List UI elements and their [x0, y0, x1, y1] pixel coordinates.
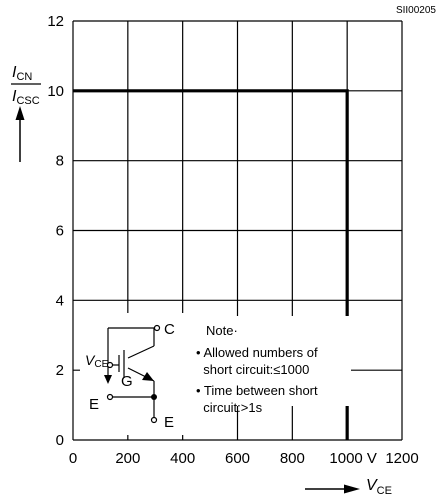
x-tick-label: 0 — [69, 450, 77, 467]
y-tick-label: 6 — [56, 223, 64, 240]
circuit-inset: C VCE G E E — [80, 313, 200, 435]
y-label-den-main: I — [12, 88, 17, 105]
x-axis-label: VCE — [305, 477, 392, 497]
y-tick-label: 4 — [56, 292, 64, 309]
svg-text:VCE: VCE — [85, 352, 109, 370]
axis-ticks: 0 200 400 600 800 1000 V 1200 0 2 4 6 8 10 12 — [47, 13, 418, 467]
y-tick-label: 0 — [56, 432, 64, 449]
x-tick-label: 1000 V — [329, 450, 377, 467]
x-label-arrow-head — [344, 484, 360, 494]
svg-text:ICN: ICN — [12, 64, 32, 83]
x-tick-label: 200 — [115, 450, 140, 467]
vce-arrow-icon — [104, 375, 112, 384]
y-label-num-main: I — [12, 64, 17, 81]
note-line-3: • Time between short — [196, 383, 318, 398]
y-label-den-sub: CSC — [16, 95, 39, 107]
svg-text:ICSC: ICSC — [12, 88, 40, 107]
x-tick-label: 1200 — [385, 450, 418, 467]
svg-text:VCE: VCE — [366, 477, 392, 497]
y-axis-label: ICN ICSC — [11, 64, 41, 162]
note-background — [194, 316, 351, 406]
y-label-arrow-head — [15, 106, 25, 120]
note-line-4: circuit:>1s — [196, 400, 263, 415]
y-tick-label: 2 — [56, 362, 64, 379]
x-label-sub: CE — [377, 485, 392, 497]
note-line-1: • Allowed numbers of — [196, 345, 318, 360]
junction-dot — [151, 394, 157, 400]
x-tick-label: 600 — [225, 450, 250, 467]
y-tick-label: 10 — [47, 83, 64, 100]
circuit-label-c: C — [164, 321, 175, 338]
y-label-num-sub: CN — [16, 71, 32, 83]
x-tick-label: 800 — [280, 450, 305, 467]
circuit-label-g: G — [121, 373, 133, 390]
y-tick-label: 12 — [47, 13, 64, 30]
circuit-label-e-bottom: E — [164, 414, 174, 431]
note-line-2: short circuit:≤1000 — [196, 362, 309, 377]
x-tick-label: 400 — [170, 450, 195, 467]
igbt-symbol-icon — [106, 324, 161, 424]
x-label-main: V — [366, 477, 378, 494]
emitter-arrow-icon — [142, 372, 154, 381]
note-box: Note· • Allowed numbers of short circuit… — [194, 316, 351, 415]
note-heading: Note· — [206, 323, 238, 338]
circuit-label-v: V — [85, 352, 96, 368]
y-tick-label: 8 — [56, 153, 64, 170]
figure-code: SII00205 — [396, 5, 436, 16]
circuit-label-e-left: E — [89, 396, 99, 413]
circuit-label-v-sub: CE — [94, 359, 108, 370]
